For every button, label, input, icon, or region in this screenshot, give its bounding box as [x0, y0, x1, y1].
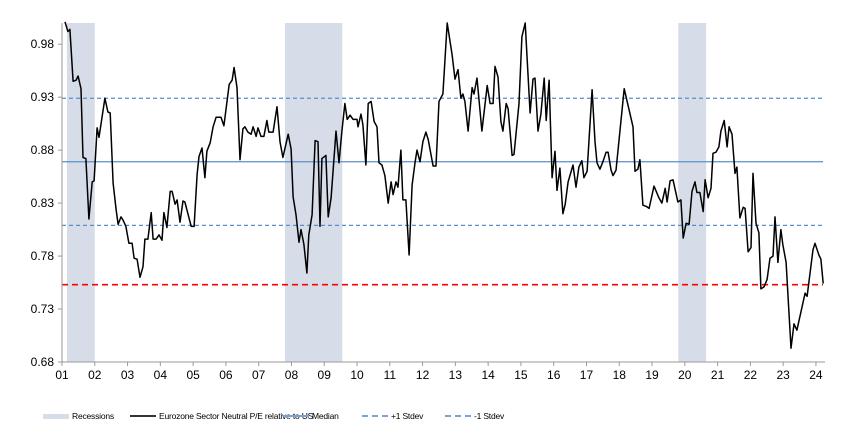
y-tick-labels: 0.68 0.73 0.78 0.83 0.88 0.93 0.98 [31, 37, 55, 369]
chart: 0.680.730.780.830.880.930.98 01 02 03 04 05 0… [31, 21, 825, 382]
x-tick-label: 06 [219, 368, 233, 382]
x-tick-label: 05 [186, 368, 200, 382]
x-tick-label: 11 [384, 368, 397, 382]
legend-label: +1 Stdev [391, 411, 424, 421]
y-tick-label: 0.98 [31, 37, 55, 51]
x-tick-label: 19 [645, 368, 659, 382]
x-tick-label: 03 [121, 368, 135, 382]
legend-item-median: Median [283, 409, 339, 423]
legend-item-plus-stdev: +1 Stdev [362, 409, 423, 423]
x-tick-label: 20 [678, 368, 692, 382]
x-tick-label: 24 [809, 368, 823, 382]
legend-item-series: Eurozone Sector Neutral P/E relative to … [130, 409, 313, 423]
x-tick-label: 15 [514, 368, 528, 382]
reference-lines [62, 97, 823, 286]
y-tick-label: 0.73 [31, 302, 55, 316]
x-tick-label: 21 [711, 368, 725, 382]
y-tick-label: 0.93 [31, 90, 55, 104]
x-tick-label: 02 [88, 368, 102, 382]
y-tick-label: 0.88 [31, 143, 55, 157]
x-tick-label: 14 [481, 368, 495, 382]
x-tick-label: 01 [55, 368, 69, 382]
legend-item-minus-stdev: -1 Stdev [445, 409, 504, 423]
axes [58, 23, 825, 366]
x-tick-labels: 01 02 03 04 05 06 07 08 09 10 11 12 13 14 15 16 17 18 19 20… [55, 368, 823, 382]
x-tick-label: 17 [580, 368, 594, 382]
minus-stdev-swatch [445, 415, 471, 417]
x-tick-label: 07 [252, 368, 266, 382]
legend-label: Recessions [72, 411, 114, 421]
x-tick-label: 23 [776, 368, 790, 382]
y-tick-label: 0.78 [31, 249, 55, 263]
x-tick-label: 10 [350, 368, 364, 382]
series-swatch [130, 415, 156, 417]
legend-label: Median [312, 411, 339, 421]
median-swatch [283, 415, 309, 417]
series-lines [64, 21, 824, 349]
plus-stdev-swatch [362, 415, 388, 417]
recession-swatch [43, 413, 69, 419]
x-tick-label: 12 [416, 368, 430, 382]
y-tick-label: 0.68 [31, 355, 55, 369]
x-tick-label: 16 [547, 368, 561, 382]
recession-band [66, 23, 95, 362]
x-tick-label: 13 [449, 368, 463, 382]
legend-item-recessions: Recessions [43, 409, 114, 423]
x-tick-label: 09 [318, 368, 332, 382]
series-line [64, 21, 824, 349]
y-tick-label: 0.83 [31, 196, 55, 210]
x-tick-label: 22 [744, 368, 758, 382]
x-tick-label: 08 [285, 368, 299, 382]
legend: Recessions Eurozone Sector Neutral P/E r… [0, 409, 852, 423]
x-tick-label: 18 [613, 368, 627, 382]
x-tick-label: 04 [154, 368, 168, 382]
legend-label: -1 Stdev [474, 411, 505, 421]
legend-label: Eurozone Sector Neutral P/E relative to … [159, 411, 314, 421]
